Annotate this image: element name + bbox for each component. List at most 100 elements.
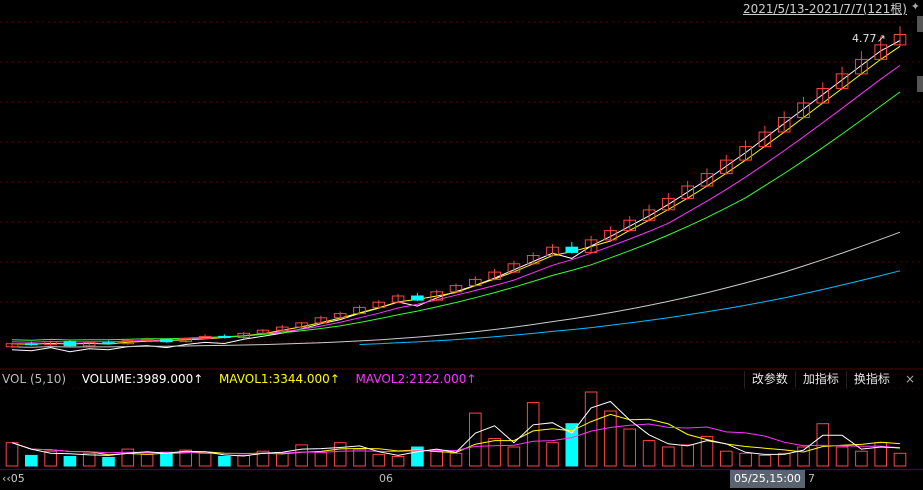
candle-body: [102, 342, 115, 345]
volume-chart[interactable]: [0, 387, 923, 468]
volume-bar: [739, 452, 752, 467]
candle-body: [237, 332, 250, 338]
candle-body: [218, 335, 231, 338]
volume-bar: [160, 451, 173, 467]
volume-bar: [218, 456, 231, 467]
volume-bar: [5, 442, 19, 467]
volume-bar: [198, 452, 212, 467]
volume-bar: [855, 450, 868, 467]
price-chart[interactable]: [0, 0, 923, 370]
candle-body: [198, 335, 212, 339]
volume-bar: [372, 453, 386, 467]
scroll-left-label[interactable]: ‹‹05: [2, 472, 25, 485]
scrollbar-thumb-secondary[interactable]: [917, 76, 923, 92]
volume-bar: [121, 448, 135, 467]
volume-bar: [333, 442, 347, 467]
ma30-line: [11, 91, 901, 341]
volume-bar: [44, 450, 57, 467]
candle-body: [179, 338, 192, 343]
volume-bar: [681, 444, 695, 467]
candle-body: [565, 246, 579, 253]
candle-body: [5, 343, 19, 348]
scrollbar-thumb[interactable]: [917, 16, 923, 32]
candle-body: [662, 197, 675, 211]
volume-bar: [295, 444, 308, 467]
last-price-label: 4.77↗: [852, 32, 886, 45]
volume-bar: [391, 456, 405, 467]
close-icon[interactable]: ×: [904, 372, 915, 386]
volume-bar: [469, 412, 482, 467]
volume-bar: [430, 450, 443, 467]
price-chart-panel[interactable]: [0, 0, 923, 370]
change-params-button[interactable]: 改参数: [743, 371, 795, 388]
mavol1-line: [11, 413, 901, 456]
candle-body: [584, 239, 598, 253]
candle-body: [700, 173, 714, 187]
volume-bar: [835, 446, 849, 467]
volume-bar: [353, 448, 366, 467]
volume-bar: [777, 452, 791, 467]
candle-body: [295, 322, 308, 328]
candle-body: [758, 131, 772, 148]
candle-body: [893, 34, 907, 46]
candle-body: [642, 209, 656, 221]
candle-body: [604, 230, 617, 241]
mavol2-line: [11, 423, 901, 455]
volume-bar: [82, 452, 96, 467]
candle-body: [874, 44, 888, 60]
candle-body: [623, 219, 637, 232]
volume-bar: [63, 456, 77, 467]
candle-body: [353, 306, 366, 315]
volume-bar: [797, 446, 810, 467]
candle-body: [25, 343, 38, 346]
mavol2-value: MAVOL2:2122.000↑: [355, 372, 477, 386]
time-axis: ‹‹05 06 7 05/25,15:00: [0, 469, 923, 490]
candle-body: [276, 326, 289, 331]
cursor-time-label: 05/25,15:00: [730, 470, 805, 488]
candle-body: [469, 278, 482, 287]
volume-bar: [314, 451, 328, 467]
volume-chart-panel[interactable]: [0, 387, 923, 468]
ma10-line: [11, 45, 901, 345]
volume-bar: [507, 446, 521, 467]
candle-body: [526, 255, 540, 265]
candle-body: [333, 313, 347, 319]
candle-body: [449, 285, 463, 293]
candle-body: [391, 295, 405, 303]
candle-body: [835, 73, 849, 89]
volume-bar: [604, 410, 617, 467]
volume-bar: [546, 442, 559, 467]
ma120-line: [359, 270, 901, 345]
axis-label-06: 06: [379, 472, 393, 485]
candle-body: [546, 246, 559, 256]
candle-body: [372, 301, 386, 308]
candle-body: [855, 58, 868, 75]
switch-indicator-button[interactable]: 换指标: [845, 371, 897, 388]
candle-body: [681, 185, 695, 199]
volume-bar: [25, 454, 38, 467]
volume-bar: [256, 450, 270, 467]
axis-label-07: 7: [808, 472, 815, 485]
volume-bar: [488, 438, 501, 467]
volume-bar: [584, 391, 598, 467]
candle-body: [797, 102, 810, 118]
volume-bar: [642, 440, 656, 467]
candle-body: [816, 88, 830, 104]
volume-bar: [179, 449, 192, 467]
volume-bar: [237, 454, 250, 467]
candle-body: [256, 329, 270, 334]
volume-bar: [893, 452, 907, 467]
add-indicator-button[interactable]: 加指标: [794, 371, 846, 388]
mavol1-value: MAVOL1:3344.000↑: [218, 372, 340, 386]
candle-body: [739, 146, 752, 161]
volume-value: VOLUME:3989.000↑: [81, 372, 204, 386]
indicator-name: VOL (5,10): [2, 372, 67, 386]
candle-body: [488, 271, 501, 280]
candle-body: [82, 342, 96, 347]
candle-body: [63, 341, 77, 347]
pin-icon[interactable]: ✦: [910, 0, 920, 13]
volume-bar: [720, 450, 733, 467]
volume-bar: [102, 457, 115, 467]
volume-bar: [276, 452, 289, 467]
candle-body: [160, 339, 173, 343]
